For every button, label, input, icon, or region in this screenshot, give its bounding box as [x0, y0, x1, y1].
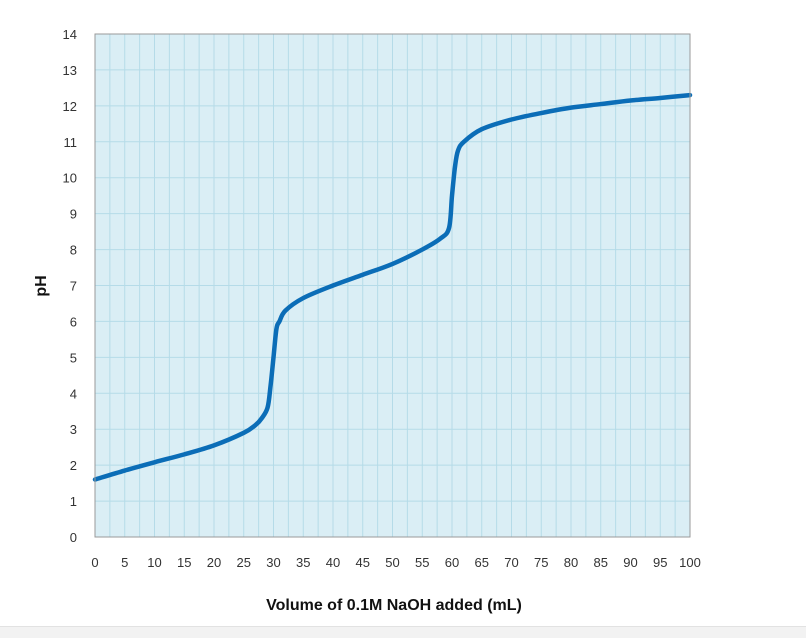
- y-tick-label: 11: [64, 135, 78, 150]
- titration-curve: [92, 92, 693, 482]
- x-tick-label: 50: [385, 555, 399, 570]
- x-tick-label: 85: [594, 555, 608, 570]
- x-tick-label: 15: [177, 555, 191, 570]
- x-tick-label: 65: [475, 555, 489, 570]
- bottom-strip: [0, 626, 806, 638]
- x-tick-label: 10: [147, 555, 161, 570]
- x-axis-label: Volume of 0.1M NaOH added (mL): [266, 597, 522, 614]
- y-tick-label: 1: [70, 494, 77, 509]
- y-tick-label: 9: [70, 207, 77, 222]
- x-tick-label: 90: [623, 555, 637, 570]
- x-tick-label: 30: [266, 555, 280, 570]
- y-tick-label: 5: [70, 350, 77, 365]
- y-tick-label: 12: [63, 99, 77, 114]
- x-tick-label: 45: [356, 555, 370, 570]
- y-tick-label: 13: [63, 63, 77, 78]
- x-axis-ticks: 0 5 10 15 20 25 30 35 40 45 50 55 60 65 70 75 80 85 90 95 10…: [91, 555, 700, 570]
- y-axis-label: pH: [33, 275, 50, 296]
- y-tick-label: 14: [63, 27, 77, 42]
- x-tick-label: 40: [326, 555, 340, 570]
- y-tick-label: 0: [70, 530, 77, 545]
- x-tick-label: 60: [445, 555, 459, 570]
- x-tick-label: 35: [296, 555, 310, 570]
- y-tick-label: 7: [70, 279, 77, 294]
- y-tick-label: 10: [63, 171, 77, 186]
- y-tick-label: 8: [70, 243, 77, 258]
- y-tick-label: 6: [70, 314, 77, 329]
- x-tick-label: 80: [564, 555, 578, 570]
- y-tick-label: 3: [70, 422, 77, 437]
- x-tick-label: 5: [121, 555, 128, 570]
- grid: [95, 34, 690, 537]
- x-tick-label: 100: [679, 555, 701, 570]
- x-tick-label: 70: [504, 555, 518, 570]
- x-tick-label: 25: [237, 555, 251, 570]
- x-tick-label: 55: [415, 555, 429, 570]
- x-tick-label: 20: [207, 555, 221, 570]
- x-tick-label: 75: [534, 555, 548, 570]
- plot-frame: [94, 33, 691, 538]
- y-tick-label: 2: [70, 458, 77, 473]
- x-tick-label: 0: [91, 555, 98, 570]
- y-tick-label: 4: [70, 386, 77, 401]
- series-layer: [92, 92, 693, 482]
- x-tick-label: 95: [653, 555, 667, 570]
